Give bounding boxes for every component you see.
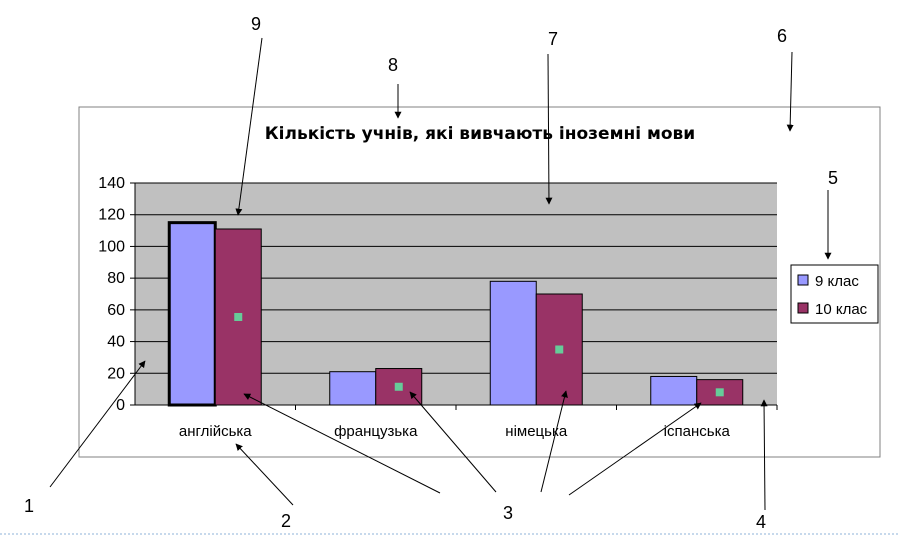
y-tick-label: 40	[107, 334, 125, 351]
x-axis: англійська французька німецька іспанська	[179, 405, 778, 440]
callout-arrows	[49, 37, 832, 511]
bar-9-2	[489, 280, 537, 406]
y-tick-label: 120	[98, 207, 125, 224]
y-tick-label: 140	[98, 175, 125, 192]
callout-2: 2	[281, 511, 291, 531]
bar-marker	[555, 345, 564, 354]
callout-3-arrow-a	[243, 393, 441, 494]
bar-9-3	[650, 375, 698, 406]
callout-6: 6	[777, 26, 787, 46]
bar-marker	[234, 312, 243, 321]
legend-label-10: 10 клас	[815, 301, 868, 318]
bar-marker	[394, 382, 403, 391]
callout-3-arrow-c	[540, 390, 568, 493]
callout-5: 5	[828, 168, 838, 188]
y-axis: 0 20 40 60 80 100 120 140	[98, 175, 135, 414]
y-tick-label: 60	[107, 302, 125, 319]
legend-label-9: 9 клас	[815, 273, 859, 290]
callout-1: 1	[24, 496, 34, 516]
callout-4-arrow	[760, 399, 768, 511]
callout-2-arrow	[235, 443, 294, 506]
y-tick-label: 80	[107, 270, 125, 287]
callout-9: 9	[251, 14, 261, 34]
callout-6-arrow	[786, 51, 794, 132]
bar-9-1	[329, 371, 377, 406]
x-tick-label: французька	[334, 423, 418, 440]
callout-3: 3	[503, 503, 513, 523]
legend-swatch-9	[797, 274, 809, 286]
bar-markers	[234, 312, 724, 397]
callout-1-arrow	[49, 360, 146, 488]
callout-9-arrow	[235, 37, 263, 216]
callout-3-arrow-b	[409, 391, 497, 493]
callout-7-arrow	[545, 53, 553, 205]
callout-3-arrow-d	[568, 402, 702, 496]
y-tick-label: 0	[116, 397, 125, 414]
x-tick-label: іспанська	[664, 423, 731, 440]
chart-title: Кількість учнів, які вивчають іноземні м…	[265, 124, 695, 144]
legend-swatch-10	[797, 302, 809, 314]
legend: 9 клас 10 клас	[790, 264, 879, 324]
callout-7: 7	[548, 29, 558, 49]
bar-marker	[715, 388, 724, 397]
x-tick-label: англійська	[179, 423, 252, 440]
bar-9-0	[167, 221, 217, 407]
callout-4: 4	[756, 512, 766, 532]
x-tick-label: німецька	[505, 423, 568, 440]
y-tick-label: 20	[107, 365, 125, 382]
y-tick-label: 100	[98, 238, 125, 255]
callout-8: 8	[388, 55, 398, 75]
